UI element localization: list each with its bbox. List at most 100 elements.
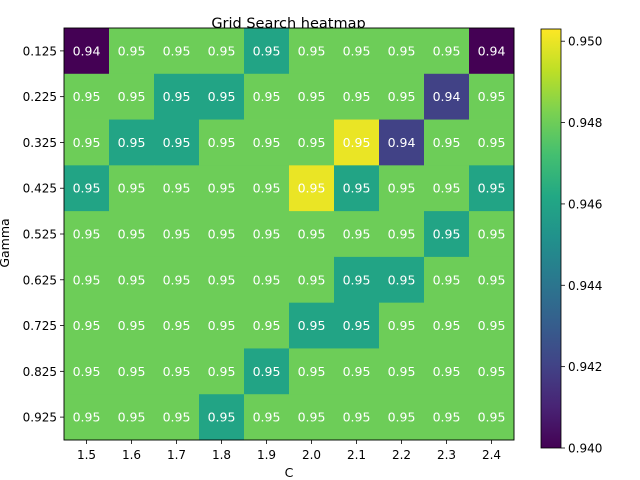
y-axis-ticks: 0.125 0.225 0.325 0.425 0.525 0.625 0.725 0.825… <box>23 44 64 425</box>
y-tick-label-7: 0.825 <box>23 365 57 379</box>
heatmap-cell-r2-c3 <box>199 119 245 166</box>
heatmap-cell-r8-c9 <box>469 394 515 441</box>
y-axis-label: Gamma <box>0 218 12 267</box>
heatmap-cell-r3-c0 <box>64 165 110 212</box>
y-tick-label-3: 0.425 <box>23 182 57 196</box>
heatmap-cell-r3-c9 <box>469 165 515 212</box>
heatmap-cell-r1-c6 <box>334 73 380 120</box>
heatmap-cell-r3-c3 <box>199 165 245 212</box>
heatmap-cell-r8-c1 <box>109 394 155 441</box>
heatmap-cell-r5-c0 <box>64 256 110 304</box>
heatmap-cell-r0-c7 <box>379 28 425 75</box>
x-tick-label-8: 2.3 <box>437 448 456 462</box>
x-tick-label-0: 1.5 <box>77 448 96 462</box>
cell-label-r4-c8: 0.95 <box>433 227 461 242</box>
x-tick-label-6: 2.1 <box>347 448 366 462</box>
cell-label-r8-c9: 0.95 <box>478 410 506 425</box>
cell-label-r1-c2: 0.95 <box>163 89 191 104</box>
cell-label-r2-c0: 0.95 <box>73 135 101 150</box>
cell-label-r5-c4: 0.95 <box>253 272 281 287</box>
cell-label-r6-c2: 0.95 <box>163 318 191 333</box>
cell-label-r5-c1: 0.95 <box>118 272 146 287</box>
colorbar-tick-label-4: 0.948 <box>568 116 602 130</box>
cell-label-r2-c6: 0.95 <box>343 135 371 150</box>
cell-label-r6-c3: 0.95 <box>208 318 236 333</box>
heatmap-cell-r0-c9 <box>469 28 515 75</box>
heatmap-cell-r1-c8 <box>424 73 470 120</box>
heatmap-cell-r7-c9 <box>469 348 515 395</box>
heatmap-cell-r3-c5 <box>289 165 335 212</box>
y-tick-label-2: 0.325 <box>23 136 57 150</box>
heatmap-cell-r3-c4 <box>244 165 290 212</box>
x-tick-label-7: 2.2 <box>392 448 411 462</box>
heatmap-cell-r0-c6 <box>334 28 380 75</box>
heatmap-cell-r2-c7 <box>379 119 425 166</box>
cell-label-r8-c4: 0.95 <box>253 410 281 425</box>
cell-label-r7-c6: 0.95 <box>343 364 371 379</box>
cell-label-r4-c9: 0.95 <box>478 227 506 242</box>
y-tick-label-8: 0.925 <box>23 411 57 425</box>
colorbar-tick-label-0: 0.940 <box>568 442 602 456</box>
colorbar-gradient <box>540 28 562 449</box>
cell-label-r3-c2: 0.95 <box>163 181 191 196</box>
heatmap-cell-r2-c8 <box>424 119 470 166</box>
heatmap-cell-r7-c0 <box>64 348 110 395</box>
heatmap-cell-r6-c3 <box>199 302 245 349</box>
cell-label-r6-c0: 0.95 <box>73 318 101 333</box>
heatmap-cell-r6-c6 <box>334 302 380 349</box>
cell-label-r5-c3: 0.95 <box>208 272 236 287</box>
cell-label-r3-c0: 0.95 <box>73 181 101 196</box>
cell-label-r1-c5: 0.95 <box>298 89 326 104</box>
colorbar-tick-label-2: 0.944 <box>568 279 602 293</box>
cell-label-r6-c7: 0.95 <box>388 318 416 333</box>
heatmap-cell-r8-c5 <box>289 394 335 441</box>
cell-label-r7-c0: 0.95 <box>73 364 101 379</box>
cell-label-r4-c0: 0.95 <box>73 227 101 242</box>
y-tick-label-6: 0.725 <box>23 319 57 333</box>
heatmap-cell-r6-c0 <box>64 302 110 349</box>
colorbar-tick-label-1: 0.942 <box>568 360 602 374</box>
cell-label-r1-c6: 0.95 <box>343 89 371 104</box>
colorbar-tick-label-3: 0.946 <box>568 197 602 211</box>
cell-label-r6-c9: 0.95 <box>478 318 506 333</box>
heatmap-cell-r2-c5 <box>289 119 335 166</box>
heatmap-cell-r0-c2 <box>154 28 200 75</box>
cell-label-r3-c3: 0.95 <box>208 181 236 196</box>
heatmap-cell-r4-c7 <box>379 211 425 258</box>
cell-label-r7-c2: 0.95 <box>163 364 191 379</box>
x-tick-label-9: 2.4 <box>482 448 501 462</box>
cell-label-r6-c5: 0.95 <box>298 318 326 333</box>
x-tick-label-2: 1.7 <box>167 448 186 462</box>
cell-label-r0-c5: 0.95 <box>298 43 326 58</box>
cell-label-r8-c2: 0.95 <box>163 410 191 425</box>
cell-label-r2-c2: 0.95 <box>163 135 191 150</box>
heatmap-cell-r3-c8 <box>424 165 470 212</box>
heatmap-cell-r0-c1 <box>109 28 155 75</box>
heatmap-cell-r8-c6 <box>334 394 380 441</box>
cell-label-r6-c1: 0.95 <box>118 318 146 333</box>
cell-label-r4-c5: 0.95 <box>298 227 326 242</box>
cell-label-r2-c4: 0.95 <box>253 135 281 150</box>
heatmap-cell-r5-c8 <box>424 256 470 304</box>
heatmap-cell-r6-c4 <box>244 302 290 349</box>
heatmap-cell-r8-c2 <box>154 394 200 441</box>
heatmap-cell-r5-c5 <box>289 256 335 304</box>
cell-label-r6-c4: 0.95 <box>253 318 281 333</box>
heatmap-cell-r3-c2 <box>154 165 200 212</box>
cell-label-r7-c7: 0.95 <box>388 364 416 379</box>
heatmap-cells <box>64 28 515 441</box>
heatmap-cell-r1-c7 <box>379 73 425 120</box>
cell-label-r5-c9: 0.95 <box>478 272 506 287</box>
heatmap-cell-r6-c8 <box>424 302 470 349</box>
cell-label-r1-c4: 0.95 <box>253 89 281 104</box>
cell-value-labels: 0.94 0.95 0.95 0.95 0.95 0.95 0.95 0.95 0.95 0.94… <box>73 43 506 424</box>
heatmap-cell-r6-c9 <box>469 302 515 349</box>
heatmap-cell-r2-c2 <box>154 119 200 166</box>
cell-label-r0-c4: 0.95 <box>253 43 281 58</box>
cell-label-r2-c3: 0.95 <box>208 135 236 150</box>
heatmap-cell-r1-c3 <box>199 73 245 120</box>
heatmap-cell-r1-c1 <box>109 73 155 120</box>
heatmap-cell-r2-c6 <box>334 119 380 166</box>
cell-label-r3-c1: 0.95 <box>118 181 146 196</box>
